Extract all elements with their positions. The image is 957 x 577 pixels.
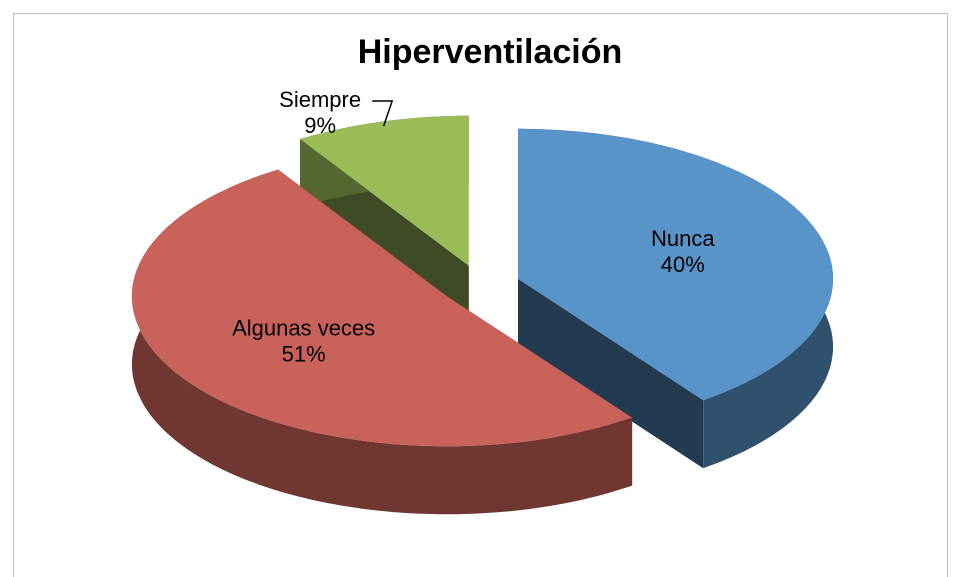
leader-line [372, 100, 394, 127]
slice-top [300, 115, 469, 266]
chart-title: Hiperventilación [358, 33, 623, 71]
slice-top [518, 128, 833, 401]
slice-top [131, 169, 633, 447]
data-label-name: Algunas veces [232, 315, 375, 340]
data-label-name: Siempre [279, 87, 361, 112]
slice [131, 169, 633, 515]
data-label: 9% [304, 113, 336, 138]
data-label-name: Nunca [651, 226, 715, 251]
data-label: 40% [661, 252, 705, 277]
slice-wall [131, 169, 633, 515]
data-label: 51% [282, 341, 326, 366]
slice [518, 128, 833, 469]
slice-side [518, 278, 704, 469]
